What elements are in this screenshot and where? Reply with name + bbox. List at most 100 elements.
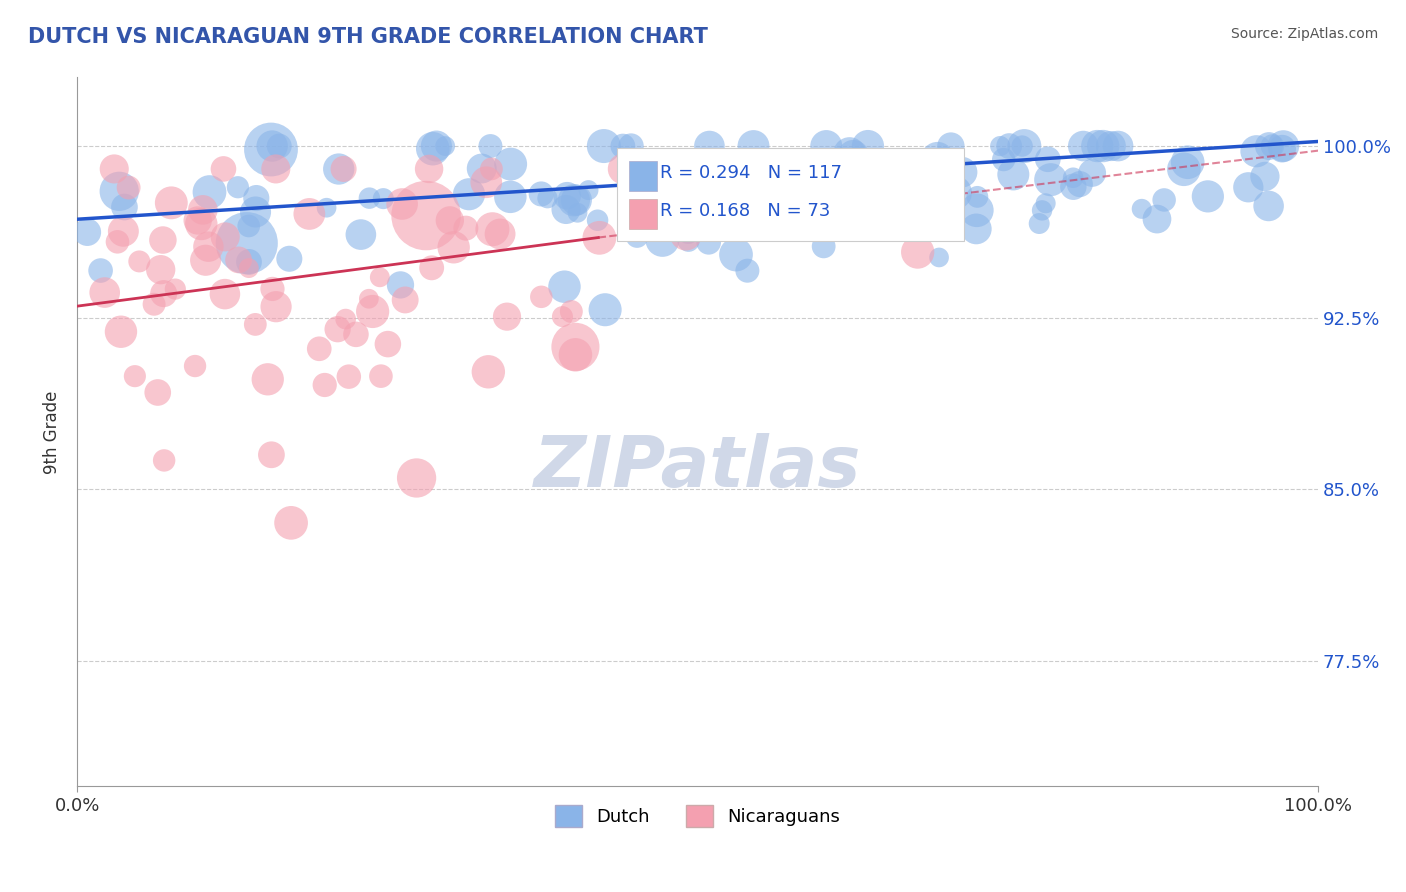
- Point: [1107, 139, 1129, 153]
- Point: [245, 191, 267, 205]
- Point: [772, 180, 794, 194]
- Point: [194, 253, 217, 268]
- Point: [368, 270, 391, 285]
- Point: [752, 172, 775, 186]
- Point: [314, 378, 336, 392]
- Point: [256, 372, 278, 386]
- Point: [586, 213, 609, 227]
- Point: [928, 251, 950, 265]
- Point: [620, 139, 643, 153]
- Point: [1062, 179, 1084, 194]
- Point: [1036, 153, 1059, 167]
- Point: [1197, 189, 1219, 203]
- Point: [479, 139, 502, 153]
- Point: [749, 163, 772, 178]
- Point: [813, 239, 835, 253]
- Point: [839, 197, 862, 211]
- Point: [666, 161, 689, 176]
- Point: [458, 187, 481, 202]
- Point: [110, 325, 132, 339]
- FancyBboxPatch shape: [630, 200, 657, 229]
- Point: [578, 183, 600, 197]
- Text: DUTCH VS NICARAGUAN 9TH GRADE CORRELATION CHART: DUTCH VS NICARAGUAN 9TH GRADE CORRELATIO…: [28, 27, 709, 46]
- Point: [335, 312, 357, 326]
- Point: [298, 207, 321, 221]
- Point: [197, 240, 219, 254]
- FancyBboxPatch shape: [630, 161, 657, 191]
- Point: [1071, 139, 1094, 153]
- Point: [651, 233, 673, 247]
- Point: [842, 148, 865, 162]
- Point: [1261, 139, 1284, 153]
- Point: [747, 198, 769, 212]
- Point: [813, 201, 835, 215]
- Point: [391, 197, 413, 211]
- Text: R = 0.294   N = 117: R = 0.294 N = 117: [661, 164, 842, 182]
- Point: [76, 225, 98, 239]
- Point: [377, 337, 399, 351]
- Point: [1085, 139, 1108, 153]
- Point: [815, 139, 838, 153]
- Point: [1069, 177, 1091, 191]
- Point: [260, 448, 283, 462]
- Point: [856, 139, 879, 153]
- Point: [245, 318, 267, 332]
- Point: [124, 369, 146, 384]
- Point: [1271, 142, 1294, 156]
- Point: [950, 165, 973, 179]
- Legend: Dutch, Nicaraguans: Dutch, Nicaraguans: [547, 797, 848, 834]
- Point: [697, 235, 720, 250]
- Point: [530, 186, 553, 201]
- Point: [128, 254, 150, 268]
- Text: R = 0.168   N = 73: R = 0.168 N = 73: [661, 202, 831, 219]
- Point: [454, 221, 477, 235]
- Point: [553, 279, 575, 293]
- Point: [238, 255, 260, 269]
- Point: [789, 195, 811, 210]
- Point: [357, 292, 380, 306]
- Point: [475, 175, 498, 189]
- Point: [93, 285, 115, 300]
- Point: [1099, 139, 1122, 153]
- Point: [394, 293, 416, 307]
- Point: [153, 453, 176, 467]
- Point: [245, 205, 267, 219]
- Point: [214, 230, 236, 244]
- Point: [198, 185, 221, 199]
- Point: [943, 186, 966, 200]
- Point: [373, 192, 395, 206]
- Point: [745, 200, 768, 214]
- Point: [214, 287, 236, 301]
- Point: [228, 252, 250, 267]
- Point: [530, 290, 553, 304]
- Point: [499, 190, 522, 204]
- Point: [555, 202, 578, 217]
- Point: [278, 252, 301, 266]
- Point: [1257, 199, 1279, 213]
- Text: ZIPatlas: ZIPatlas: [534, 433, 862, 502]
- Point: [280, 516, 302, 530]
- Point: [238, 261, 260, 276]
- Point: [415, 209, 437, 223]
- Point: [344, 327, 367, 342]
- Point: [496, 310, 519, 324]
- Point: [1272, 139, 1295, 153]
- Point: [477, 365, 499, 379]
- Point: [678, 225, 700, 239]
- Point: [190, 217, 212, 231]
- Point: [737, 263, 759, 277]
- Point: [481, 222, 503, 236]
- Point: [262, 282, 284, 296]
- Point: [236, 236, 259, 251]
- Point: [1011, 139, 1033, 153]
- Point: [560, 304, 582, 318]
- Point: [993, 153, 1015, 167]
- Point: [907, 245, 929, 260]
- Point: [1153, 193, 1175, 207]
- Point: [422, 142, 444, 156]
- Point: [149, 262, 172, 277]
- Point: [655, 178, 678, 192]
- Point: [551, 310, 574, 324]
- Point: [184, 359, 207, 373]
- Point: [269, 139, 291, 153]
